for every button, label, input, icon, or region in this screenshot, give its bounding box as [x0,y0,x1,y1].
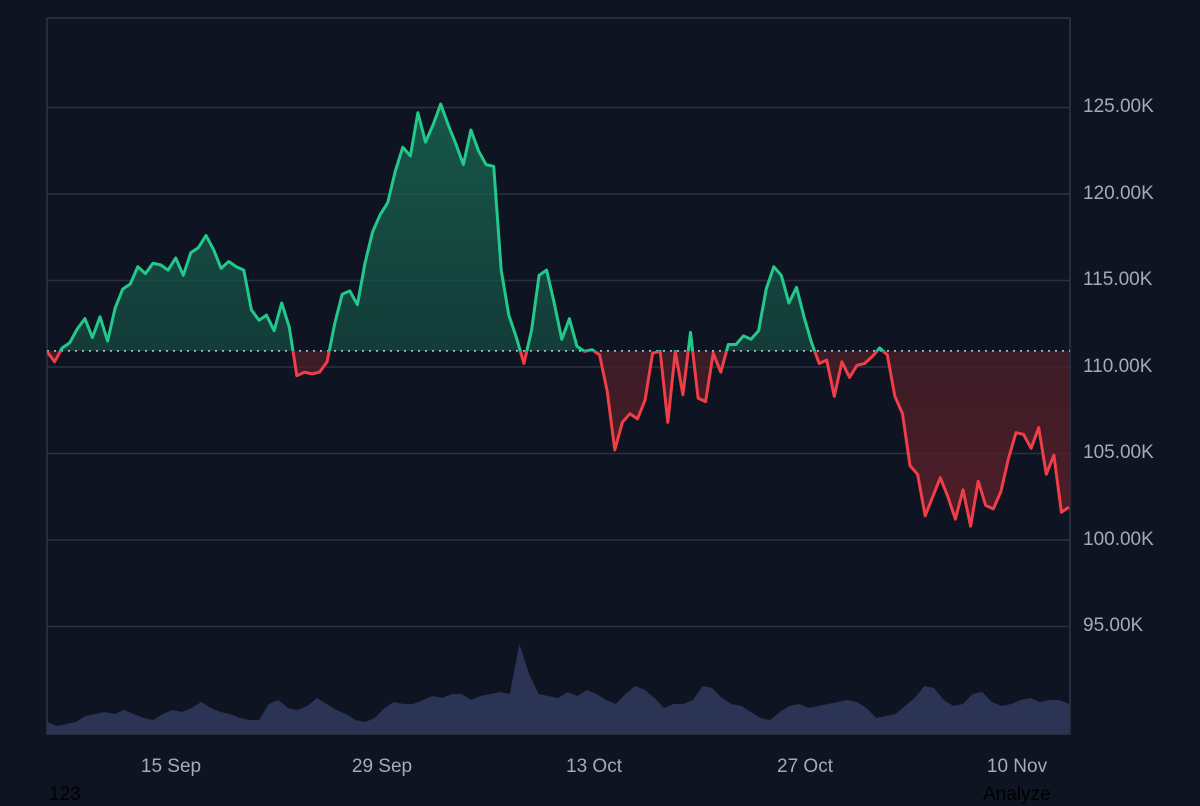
price-line-above [47,102,886,351]
y-tick-label: 125.00K [1083,96,1154,117]
price-area-below [47,351,1069,527]
y-tick-label: 120.00K [1083,183,1154,204]
y-tick-label: 110.00K [1083,356,1153,377]
x-tick-label: 13 Oct [566,756,622,777]
price-line-below [47,351,1070,528]
y-tick-label: 95.00K [1083,615,1144,636]
x-tick-label: 27 Oct [777,756,833,777]
y-tick-label: 115.00K [1083,269,1153,290]
price-area-above [47,104,1069,351]
y-tick-label: 105.00K [1083,442,1154,463]
analyze-link[interactable]: Analyze [983,784,1051,805]
volume-histogram [47,644,1069,734]
volume-area [47,644,1069,734]
x-tick-label: 15 Sep [140,756,202,777]
y-tick-label: 100.00K [1083,529,1154,550]
x-tick-label: 10 Nov [986,756,1048,777]
x-tick-label: 29 Sep [351,756,413,777]
footer-left-text: 123 [49,784,81,805]
